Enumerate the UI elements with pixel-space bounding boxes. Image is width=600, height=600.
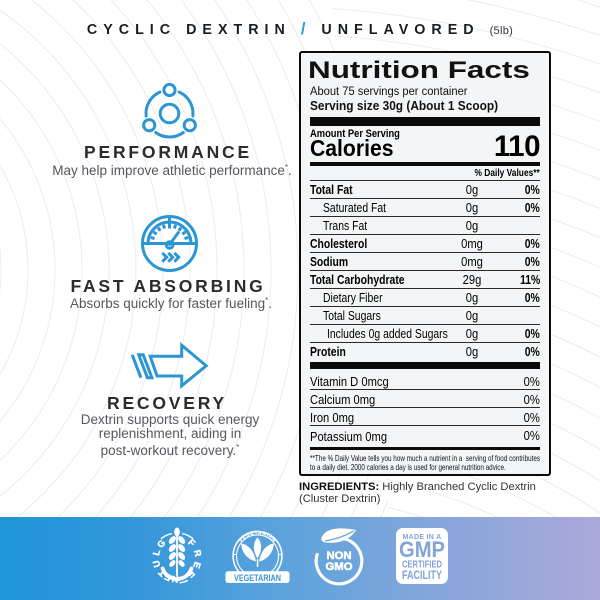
svg-text:N: N bbox=[171, 574, 179, 585]
svg-text:E: E bbox=[185, 568, 196, 580]
svg-text:NON: NON bbox=[326, 550, 351, 562]
svg-text:CERTIFIED: CERTIFIED bbox=[402, 559, 442, 571]
svg-text:GMP: GMP bbox=[399, 537, 445, 562]
svg-text:VEGETARIAN: VEGETARIAN bbox=[234, 573, 281, 583]
svg-text:FACILITY: FACILITY bbox=[402, 568, 442, 582]
svg-text:E: E bbox=[191, 560, 203, 569]
svg-text:F: F bbox=[186, 537, 197, 548]
svg-text:R: R bbox=[192, 549, 203, 558]
svg-text:U: U bbox=[151, 559, 163, 568]
svg-text:GMO: GMO bbox=[326, 561, 353, 573]
svg-text:G: G bbox=[155, 538, 167, 550]
svg-text:MADE IN A: MADE IN A bbox=[403, 534, 442, 541]
svg-text:L: L bbox=[151, 548, 162, 556]
svg-text:T: T bbox=[156, 567, 167, 578]
svg-text:E: E bbox=[163, 571, 173, 583]
